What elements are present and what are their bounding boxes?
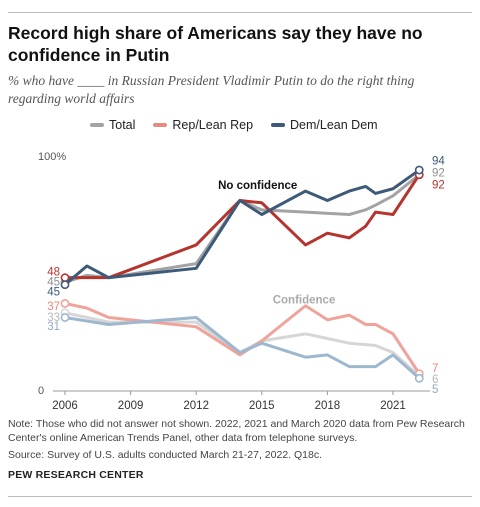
legend-swatch-dem — [271, 123, 286, 127]
confidence-start-label-dem: 31 — [47, 321, 60, 333]
legend-label-dem: Dem/Lean Dem — [290, 118, 378, 132]
x-tick-label-2012: 2012 — [183, 400, 209, 412]
chart-title: Record high share of Americans say they … — [8, 23, 423, 65]
no-confidence-end-label-dem: 94 — [432, 156, 445, 168]
legend: Total Rep/Lean Rep Dem/Lean Dem — [90, 118, 396, 132]
legend-item-dem: Dem/Lean Dem — [271, 118, 378, 132]
confidence-end-point-dem — [414, 373, 424, 383]
confidence-start-point-rep — [60, 299, 70, 308]
legend-item-total: Total — [90, 118, 135, 132]
legend-label-rep: Rep/Lean Rep — [172, 118, 254, 132]
chart-subtitle: % who have ____ in Russian President Vla… — [8, 73, 415, 106]
no-confidence-start-label-total: 45 — [47, 276, 60, 288]
brand-label: PEW RESEARCH CENTER — [8, 469, 144, 481]
no-confidence-start-label-rep: 48 — [47, 266, 60, 278]
y-tick-label-1: 0 — [38, 385, 44, 397]
y-tick-label-0: 100% — [38, 151, 66, 163]
legend-item-rep: Rep/Lean Rep — [153, 118, 253, 132]
top-rule — [8, 12, 472, 13]
chart-source: Source: Survey of U.S. adults conducted … — [8, 449, 323, 461]
confidence-line-rep — [63, 301, 421, 376]
no-confidence-start-point-rep — [60, 273, 70, 283]
no-confidence-end-label-total: 92 — [432, 168, 445, 180]
x-tick-label-2021: 2021 — [380, 400, 406, 412]
x-tick-label-2015: 2015 — [249, 400, 275, 412]
x-tick-label-2018: 2018 — [315, 400, 341, 412]
confidence-start-label-total: 33 — [47, 312, 60, 324]
x-tick-label-2006: 2006 — [52, 400, 78, 412]
legend-swatch-rep — [153, 123, 168, 127]
confidence-end-label-dem: 5 — [432, 384, 438, 396]
confidence-group-label: Confidence — [273, 294, 336, 306]
confidence-line-dem — [63, 315, 421, 380]
no-confidence-line-dem — [63, 168, 421, 287]
confidence-line-total — [63, 311, 421, 378]
confidence-end-label-total: 6 — [432, 374, 438, 386]
legend-label-total: Total — [109, 118, 136, 132]
bottom-rule — [8, 496, 472, 497]
no-confidence-start-point-dem — [60, 280, 70, 290]
no-confidence-group-label: No confidence — [218, 180, 297, 192]
line-chart: 100% 0 2006 2009 2012 2015 2018 2021 No confiden… — [38, 151, 445, 412]
legend-swatch-total — [90, 123, 104, 127]
chart-note: Note: Those who did not answer not shown… — [8, 418, 465, 444]
confidence-start-label-rep: 37 — [47, 301, 60, 313]
confidence-start-point-dem — [60, 313, 70, 322]
no-confidence-end-point-dem — [414, 165, 424, 175]
no-confidence-end-label-rep: 92 — [432, 180, 445, 192]
x-tick-label-2009: 2009 — [118, 400, 144, 412]
no-confidence-start-label-dem: 45 — [47, 286, 60, 298]
confidence-end-label-rep: 7 — [432, 363, 438, 375]
